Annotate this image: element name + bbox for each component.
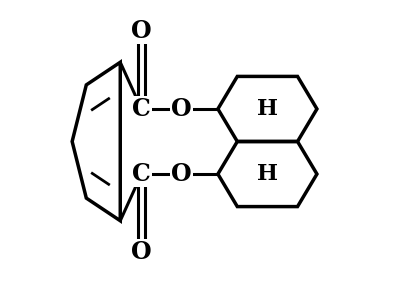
Text: H: H bbox=[257, 163, 278, 185]
Text: O: O bbox=[171, 162, 192, 186]
Text: O: O bbox=[131, 240, 152, 264]
Text: C: C bbox=[132, 162, 151, 186]
Text: O: O bbox=[171, 97, 192, 121]
Text: O: O bbox=[131, 19, 152, 43]
Text: C: C bbox=[132, 97, 151, 121]
Text: H: H bbox=[257, 98, 278, 120]
